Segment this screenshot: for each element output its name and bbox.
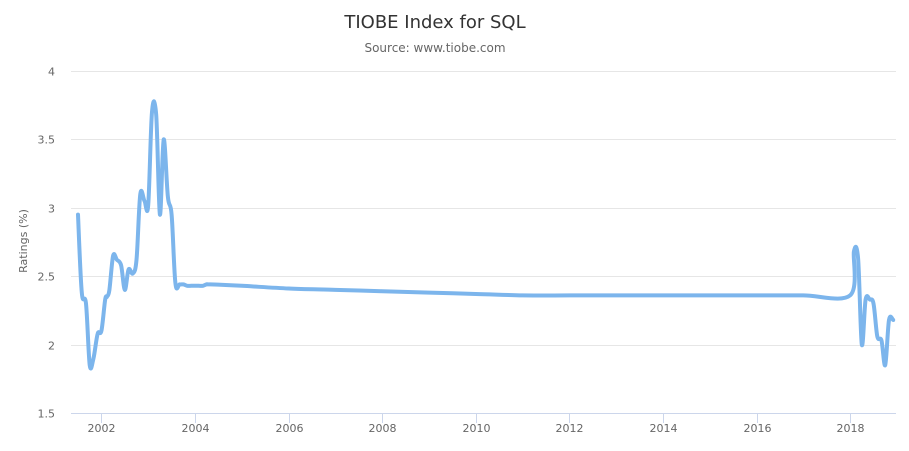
x-tick-label: 2018 xyxy=(837,422,865,435)
y-tick-label: 1.5 xyxy=(38,408,56,421)
y-tick-label: 2 xyxy=(48,340,55,353)
x-axis-ticks: 2002 2004 2006 2008 2010 2012 2014 2016 2018 xyxy=(88,413,865,435)
series-layer xyxy=(78,101,893,368)
x-tick-label: 2008 xyxy=(369,422,397,435)
series-line-sql xyxy=(78,101,893,368)
x-tick-label: 2010 xyxy=(463,422,491,435)
grid-lines xyxy=(71,72,896,346)
y-tick-label: 3 xyxy=(48,203,55,216)
y-tick-label: 3.5 xyxy=(38,134,56,147)
y-axis-ticks: 1.5 2 2.5 3 3.5 4 xyxy=(38,66,56,421)
x-tick-label: 2004 xyxy=(182,422,210,435)
x-tick-label: 2002 xyxy=(88,422,116,435)
y-tick-label: 4 xyxy=(48,66,55,79)
y-axis-title: Ratings (%) xyxy=(17,209,30,273)
x-tick-label: 2012 xyxy=(556,422,584,435)
chart-subtitle: Source: www.tiobe.com xyxy=(364,41,505,55)
chart-title: TIOBE Index for SQL xyxy=(343,12,525,33)
y-tick-label: 2.5 xyxy=(38,271,56,284)
x-tick-label: 2014 xyxy=(650,422,678,435)
x-tick-label: 2006 xyxy=(276,422,304,435)
x-tick-label: 2016 xyxy=(744,422,772,435)
